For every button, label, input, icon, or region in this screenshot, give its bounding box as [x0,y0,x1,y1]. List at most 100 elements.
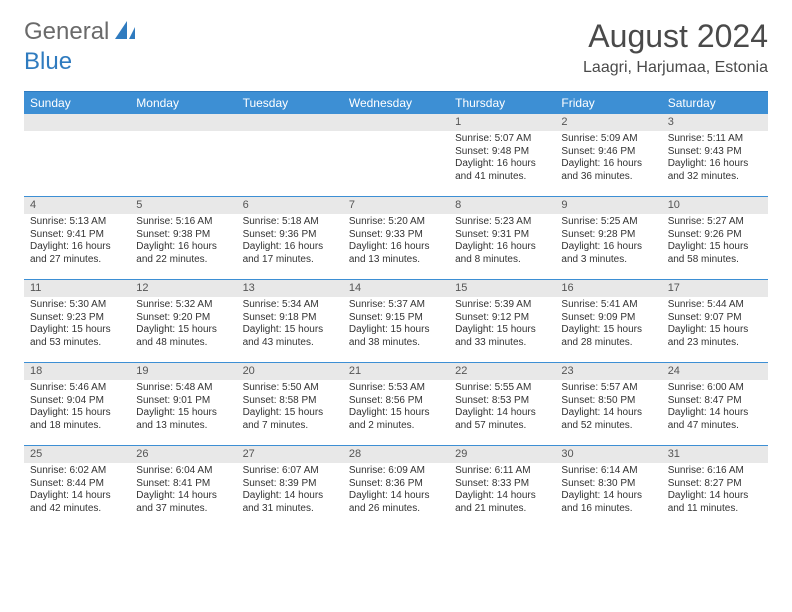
daylight-text: Daylight: 15 hours and 38 minutes. [349,324,443,349]
sunrise-text: Sunrise: 5:57 AM [561,382,655,395]
daylight-text: Daylight: 16 hours and 36 minutes. [561,158,655,183]
daylight-text: Daylight: 15 hours and 33 minutes. [455,324,549,349]
day-body [343,131,449,137]
sunset-text: Sunset: 9:01 PM [136,395,230,408]
sunset-text: Sunset: 8:30 PM [561,478,655,491]
dow-monday: Monday [130,92,236,114]
day-number: 24 [662,363,768,380]
daylight-text: Daylight: 14 hours and 57 minutes. [455,407,549,432]
day-cell: 3Sunrise: 5:11 AMSunset: 9:43 PMDaylight… [662,114,768,196]
sunrise-text: Sunrise: 6:09 AM [349,465,443,478]
sunset-text: Sunset: 8:50 PM [561,395,655,408]
day-number: 25 [24,446,130,463]
daylight-text: Daylight: 14 hours and 16 minutes. [561,490,655,515]
day-cell: 29Sunrise: 6:11 AMSunset: 8:33 PMDayligh… [449,446,555,528]
day-body: Sunrise: 5:34 AMSunset: 9:18 PMDaylight:… [237,297,343,353]
sunset-text: Sunset: 8:36 PM [349,478,443,491]
day-body: Sunrise: 5:39 AMSunset: 9:12 PMDaylight:… [449,297,555,353]
daylight-text: Daylight: 15 hours and 58 minutes. [668,241,762,266]
day-body [237,131,343,137]
day-number: 8 [449,197,555,214]
sunset-text: Sunset: 9:41 PM [30,229,124,242]
sunrise-text: Sunrise: 6:07 AM [243,465,337,478]
sunrise-text: Sunrise: 5:44 AM [668,299,762,312]
daylight-text: Daylight: 16 hours and 41 minutes. [455,158,549,183]
sunrise-text: Sunrise: 6:04 AM [136,465,230,478]
day-number: 26 [130,446,236,463]
daylight-text: Daylight: 14 hours and 26 minutes. [349,490,443,515]
logo-text-general: General [24,18,109,46]
day-number: 11 [24,280,130,297]
day-body: Sunrise: 5:32 AMSunset: 9:20 PMDaylight:… [130,297,236,353]
day-number: 1 [449,114,555,131]
day-body: Sunrise: 5:20 AMSunset: 9:33 PMDaylight:… [343,214,449,270]
logo: General [24,18,141,46]
day-number [130,114,236,131]
sunset-text: Sunset: 9:07 PM [668,312,762,325]
day-number: 20 [237,363,343,380]
sunset-text: Sunset: 9:46 PM [561,146,655,159]
day-number: 31 [662,446,768,463]
sunrise-text: Sunrise: 5:16 AM [136,216,230,229]
day-cell: 24Sunrise: 6:00 AMSunset: 8:47 PMDayligh… [662,363,768,445]
sunrise-text: Sunrise: 5:11 AM [668,133,762,146]
day-number: 6 [237,197,343,214]
sunrise-text: Sunrise: 5:39 AM [455,299,549,312]
day-body [130,131,236,137]
day-cell: 10Sunrise: 5:27 AMSunset: 9:26 PMDayligh… [662,197,768,279]
dow-saturday: Saturday [662,92,768,114]
sunset-text: Sunset: 9:15 PM [349,312,443,325]
day-cell: 9Sunrise: 5:25 AMSunset: 9:28 PMDaylight… [555,197,661,279]
sunset-text: Sunset: 9:48 PM [455,146,549,159]
day-cell: 5Sunrise: 5:16 AMSunset: 9:38 PMDaylight… [130,197,236,279]
day-body: Sunrise: 6:16 AMSunset: 8:27 PMDaylight:… [662,463,768,519]
day-cell: 19Sunrise: 5:48 AMSunset: 9:01 PMDayligh… [130,363,236,445]
sunrise-text: Sunrise: 6:02 AM [30,465,124,478]
day-body: Sunrise: 5:27 AMSunset: 9:26 PMDaylight:… [662,214,768,270]
day-body: Sunrise: 6:11 AMSunset: 8:33 PMDaylight:… [449,463,555,519]
logo-sail-icon [113,19,139,46]
day-number: 21 [343,363,449,380]
daylight-text: Daylight: 15 hours and 53 minutes. [30,324,124,349]
sunset-text: Sunset: 9:28 PM [561,229,655,242]
day-number: 15 [449,280,555,297]
day-cell: 8Sunrise: 5:23 AMSunset: 9:31 PMDaylight… [449,197,555,279]
sunrise-text: Sunrise: 5:34 AM [243,299,337,312]
sunset-text: Sunset: 9:26 PM [668,229,762,242]
day-body: Sunrise: 5:46 AMSunset: 9:04 PMDaylight:… [24,380,130,436]
sunrise-text: Sunrise: 5:07 AM [455,133,549,146]
sunrise-text: Sunrise: 5:20 AM [349,216,443,229]
daylight-text: Daylight: 15 hours and 48 minutes. [136,324,230,349]
sunset-text: Sunset: 8:44 PM [30,478,124,491]
week-row: 1Sunrise: 5:07 AMSunset: 9:48 PMDaylight… [24,114,768,196]
day-body: Sunrise: 5:18 AMSunset: 9:36 PMDaylight:… [237,214,343,270]
daylight-text: Daylight: 16 hours and 13 minutes. [349,241,443,266]
sunset-text: Sunset: 9:18 PM [243,312,337,325]
day-cell: 21Sunrise: 5:53 AMSunset: 8:56 PMDayligh… [343,363,449,445]
day-body: Sunrise: 5:37 AMSunset: 9:15 PMDaylight:… [343,297,449,353]
daylight-text: Daylight: 16 hours and 27 minutes. [30,241,124,266]
day-body: Sunrise: 5:09 AMSunset: 9:46 PMDaylight:… [555,131,661,187]
day-cell: 1Sunrise: 5:07 AMSunset: 9:48 PMDaylight… [449,114,555,196]
day-cell: 16Sunrise: 5:41 AMSunset: 9:09 PMDayligh… [555,280,661,362]
day-body: Sunrise: 5:07 AMSunset: 9:48 PMDaylight:… [449,131,555,187]
daylight-text: Daylight: 16 hours and 22 minutes. [136,241,230,266]
daylight-text: Daylight: 15 hours and 28 minutes. [561,324,655,349]
day-number: 18 [24,363,130,380]
day-number: 12 [130,280,236,297]
day-cell: 17Sunrise: 5:44 AMSunset: 9:07 PMDayligh… [662,280,768,362]
day-cell: 15Sunrise: 5:39 AMSunset: 9:12 PMDayligh… [449,280,555,362]
day-number [24,114,130,131]
day-body: Sunrise: 5:11 AMSunset: 9:43 PMDaylight:… [662,131,768,187]
week-row: 25 Sunrise: 6:02 AMSunset: 8:44 PM Dayligh… [24,445,768,528]
dow-sunday: Sunday [24,92,130,114]
sunset-text: Sunset: 8:41 PM [136,478,230,491]
day-cell: 14Sunrise: 5:37 AMSunset: 9:15 PMDayligh… [343,280,449,362]
day-body: Sunrise: 5:30 AMSunset: 9:23 PMDaylight:… [24,297,130,353]
day-body: Sunrise: 5:23 AMSunset: 9:31 PMDaylight:… [449,214,555,270]
day-number: 17 [662,280,768,297]
day-cell: 4Sunrise: 5:13 AMSunset: 9:41 PMDaylight… [24,197,130,279]
day-number: 22 [449,363,555,380]
daylight-text: Daylight: 15 hours and 18 minutes. [30,407,124,432]
sunrise-text: Sunrise: 5:41 AM [561,299,655,312]
